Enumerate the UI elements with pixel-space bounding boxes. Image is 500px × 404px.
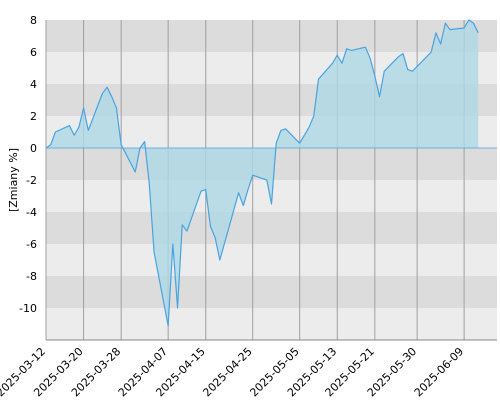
y-tick-label: 6	[30, 46, 37, 59]
grid-band	[46, 308, 497, 340]
area-layer	[45, 19, 497, 327]
y-tick-label: -8	[26, 270, 37, 283]
grid-band	[46, 244, 497, 276]
grid-band	[46, 276, 497, 308]
y-tick-label: -2	[26, 174, 37, 187]
grid-band	[46, 20, 497, 52]
y-tick-label: 8	[30, 14, 37, 27]
y-tick-label: -6	[26, 238, 37, 251]
y-tick-label: 2	[30, 110, 37, 123]
series-line	[45, 19, 479, 327]
y-tick-label: 4	[30, 78, 37, 91]
y-tick-label: -10	[19, 302, 37, 315]
y-tick-label: -4	[26, 206, 37, 219]
y-tick-label: 0	[30, 142, 37, 155]
x-tick-label: 2025-04-25	[200, 345, 254, 399]
grid-band	[46, 212, 497, 244]
y-axis-label: [Zmiany %]	[7, 148, 20, 212]
x-axis-ticks: 2025-03-122025-03-202025-03-282025-04-07…	[0, 345, 466, 399]
x-tick-label: 2025-06-09	[412, 345, 466, 399]
y-axis-ticks: -10 -8 -6 -4 -2 0 2 4 6 8	[19, 14, 37, 315]
